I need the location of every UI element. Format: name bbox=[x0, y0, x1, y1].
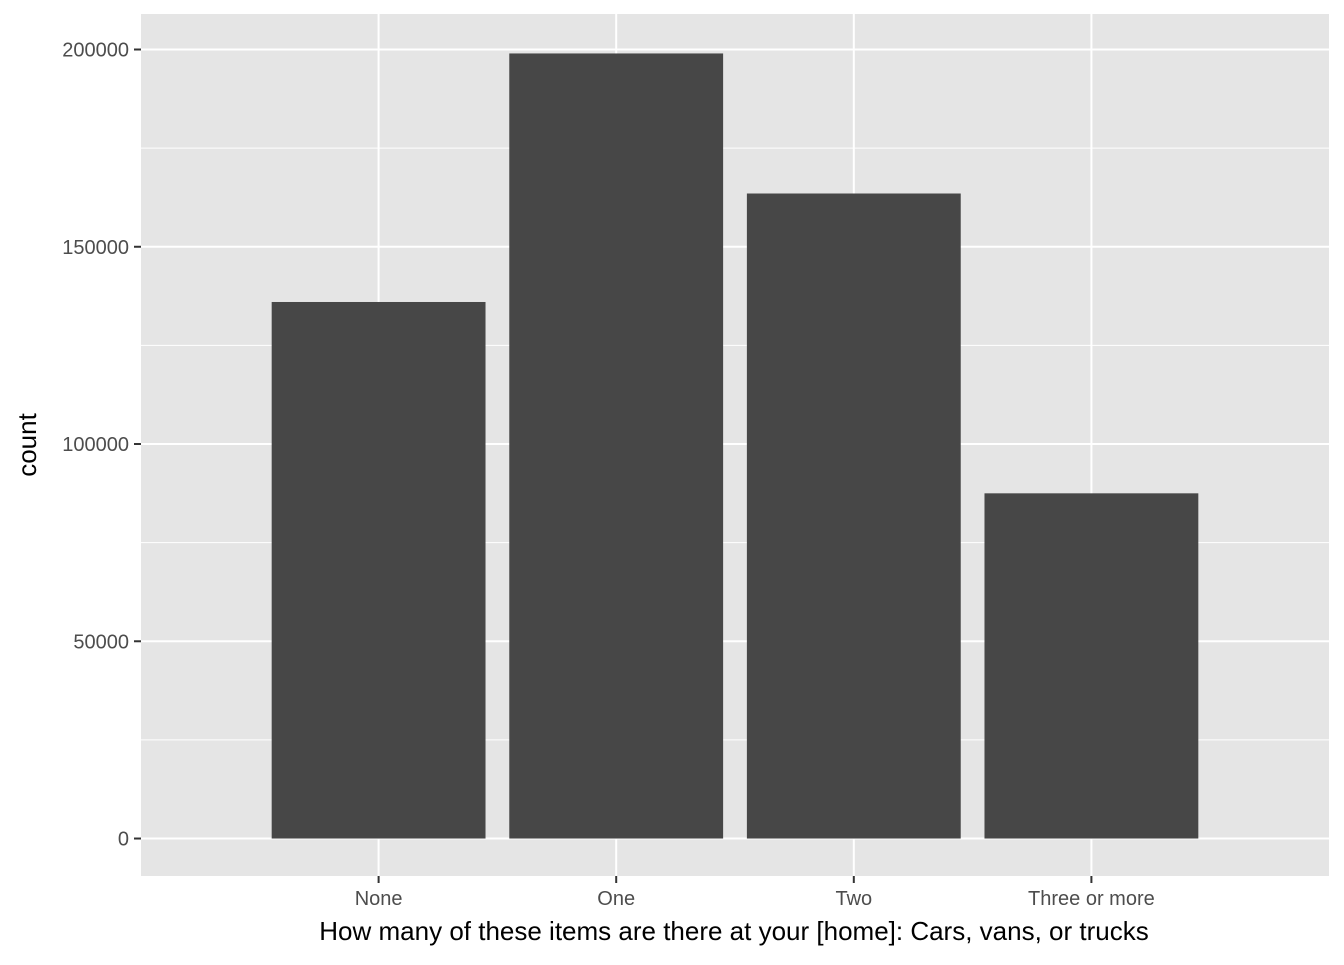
x-tick-label: Three or more bbox=[1028, 888, 1155, 910]
bar-one bbox=[509, 53, 724, 839]
y-tick-label: 200000 bbox=[62, 40, 129, 62]
bar-two bbox=[746, 193, 961, 839]
y-axis: 0 50000 100000 150000 200000 bbox=[62, 40, 141, 851]
y-axis-title: count bbox=[12, 412, 42, 476]
y-tick-label: 150000 bbox=[62, 237, 129, 259]
y-tick-label: 0 bbox=[118, 829, 129, 851]
x-axis-title: How many of these items are there at you… bbox=[319, 916, 1148, 946]
bars bbox=[271, 53, 1199, 839]
x-tick-label: None bbox=[355, 888, 403, 910]
y-tick-label: 50000 bbox=[73, 631, 129, 653]
bar-none bbox=[271, 301, 486, 839]
bar-three-or-more bbox=[984, 493, 1199, 839]
x-tick-label: Two bbox=[835, 888, 872, 910]
x-tick-label: One bbox=[597, 888, 635, 910]
y-tick-label: 100000 bbox=[62, 434, 129, 456]
x-axis: None One Two Three or more bbox=[355, 876, 1155, 910]
